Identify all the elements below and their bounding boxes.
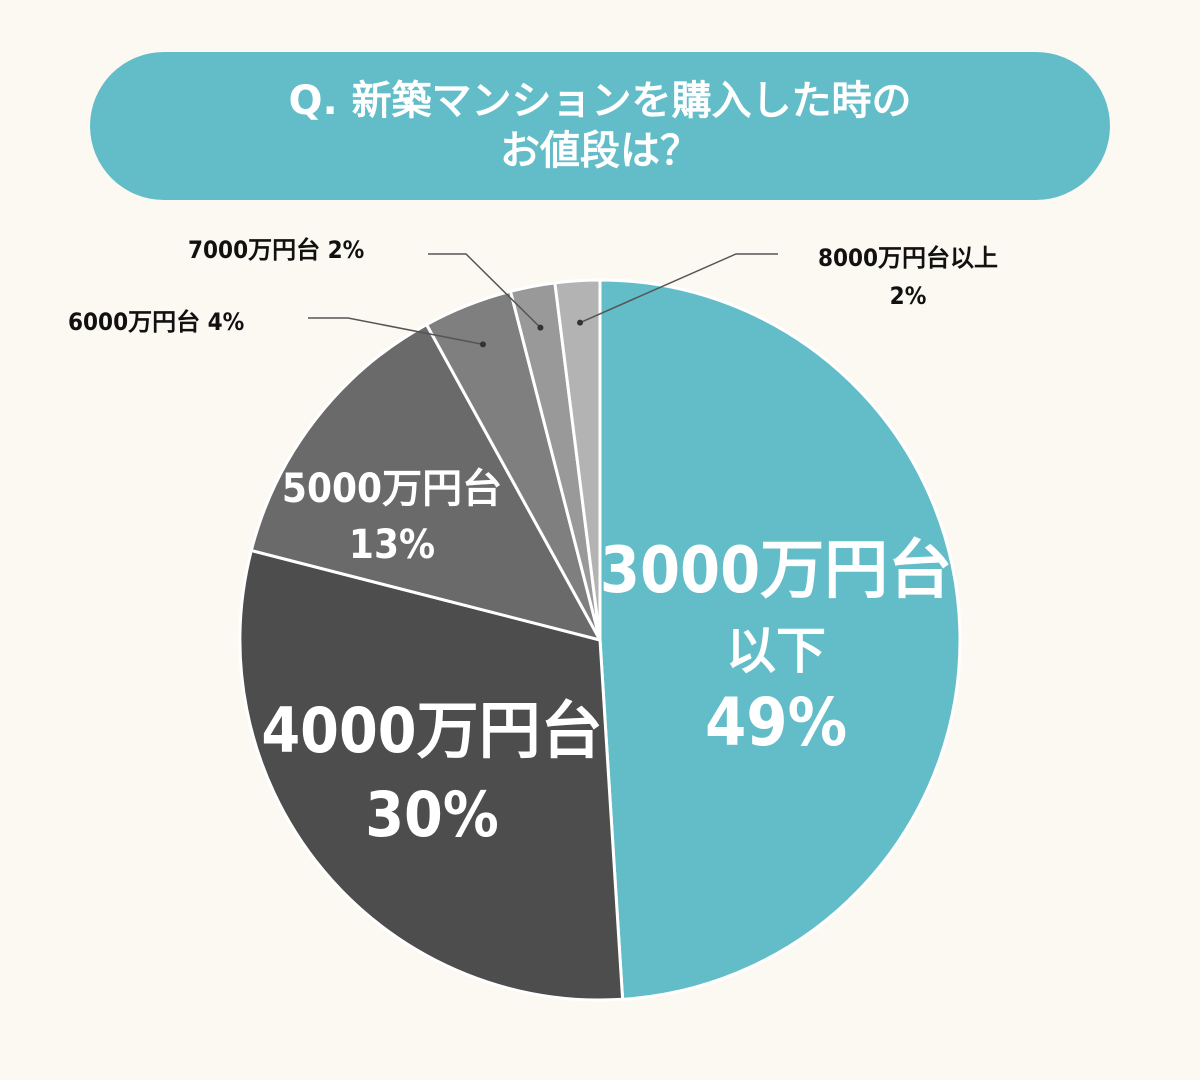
slice-1-percent-label: 49% xyxy=(705,684,847,761)
pie-slice-3 xyxy=(249,323,602,642)
slice-6-percent-label: 2% xyxy=(890,282,927,310)
slice-6-leader-dot xyxy=(577,319,584,326)
pie-slice-2 xyxy=(238,548,625,1002)
slice-4-percent-label: 4% xyxy=(208,308,245,336)
slice-5-leader-dot xyxy=(537,324,544,331)
slice-3-category-label: 5000万円台 xyxy=(282,466,502,512)
pie-slice-1 xyxy=(598,278,962,1001)
slice-4-label: 6000万円台 4% xyxy=(68,308,244,336)
slice-2-category-label: 4000万円台 xyxy=(261,694,602,767)
slice-3-percent-label: 13% xyxy=(349,522,435,568)
pie-slice-6 xyxy=(553,278,602,642)
slice-1-category-label: 以下 xyxy=(726,622,826,680)
chart-title-line-1: Q. 新築マンションを購入した時の xyxy=(288,78,912,124)
slice-4-category-label: 6000万円台 xyxy=(68,308,208,336)
slice-6-leader-line xyxy=(579,253,778,324)
slice-6-category-label: 8000万円台以上 xyxy=(818,244,998,272)
slice-2-percent-label: 30% xyxy=(365,778,499,851)
chart-title-line-2: お値段は？ xyxy=(500,128,700,174)
slice-5-percent-label: 2% xyxy=(328,236,365,264)
slice-1-category-label: 3000万円台 xyxy=(600,534,952,608)
slice-5-label: 7000万円台 2% xyxy=(188,236,364,264)
slice-4-leader-dot xyxy=(479,341,486,348)
chart-title-banner: Q. 新築マンションを購入した時の お値段は？ xyxy=(90,52,1110,200)
slice-4-leader-line xyxy=(308,317,484,346)
slice-5-category-label: 7000万円台 xyxy=(188,236,328,264)
slice-5-leader-line xyxy=(428,253,541,329)
